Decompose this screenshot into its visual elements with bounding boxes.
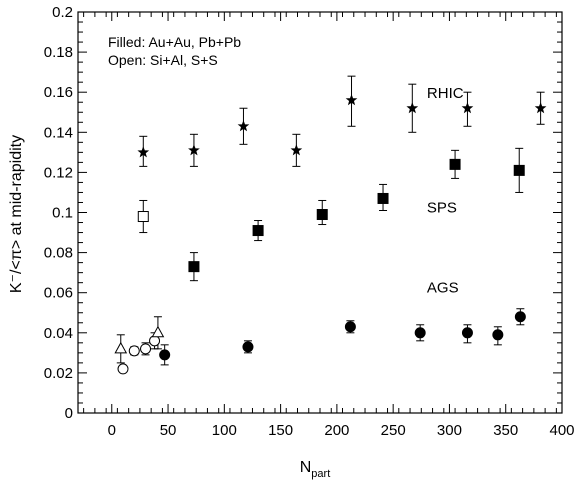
data-point-star bbox=[290, 144, 303, 156]
data-point-star bbox=[137, 146, 150, 158]
data-point-circle bbox=[461, 327, 473, 339]
x-tick-label: 100 bbox=[212, 422, 237, 439]
x-tick-label: 250 bbox=[381, 422, 406, 439]
data-point-triangle bbox=[114, 341, 128, 354]
data-point-star bbox=[534, 102, 547, 114]
data-point-circle bbox=[242, 341, 254, 353]
y-tick-label: 0.12 bbox=[44, 164, 73, 181]
error-bars bbox=[116, 75, 545, 372]
data-point-circle bbox=[344, 321, 356, 333]
data-point-star bbox=[237, 120, 250, 132]
x-axis-title-subscript: part bbox=[311, 468, 330, 480]
y-tick-label: 0.1 bbox=[52, 205, 73, 222]
x-axis-title: Npart bbox=[300, 459, 331, 480]
data-point-circle bbox=[117, 363, 129, 375]
y-tick-label: 0.06 bbox=[44, 285, 73, 302]
y-tick-label: 0.04 bbox=[44, 325, 73, 342]
legend-line-filled: Filled: Au+Au, Pb+Pb bbox=[108, 34, 241, 50]
legend-line-open: Open: Si+Al, S+S bbox=[108, 52, 218, 68]
data-point-circle bbox=[128, 345, 140, 357]
x-tick-label: 0 bbox=[108, 422, 116, 439]
data-point-star bbox=[406, 102, 419, 114]
data-point-triangle bbox=[151, 325, 165, 338]
chart-labels: Filled: Au+Au, Pb+Pb Open: Si+Al, S+S RH… bbox=[8, 34, 464, 480]
data-point-circle bbox=[492, 329, 504, 341]
region-label-ags: AGS bbox=[427, 280, 459, 297]
region-label-rhic: RHIC bbox=[427, 85, 464, 102]
region-label-sps: SPS bbox=[427, 200, 457, 217]
data-point-square bbox=[377, 192, 389, 204]
x-tick-label: 400 bbox=[549, 422, 574, 439]
y-tick-label: 0.14 bbox=[44, 124, 73, 141]
y-tick-label: 0.2 bbox=[52, 4, 73, 21]
axis-ticks: 0 50 100 150 200 250 300 350 400 0 0.02 0.04 0.06 0.0… bbox=[44, 4, 575, 439]
data-point-circle bbox=[149, 335, 161, 347]
data-point-circle bbox=[414, 327, 426, 339]
data-point-circle bbox=[140, 343, 152, 355]
x-tick-label: 150 bbox=[268, 422, 293, 439]
data-point-square bbox=[188, 261, 200, 273]
data-point-circle bbox=[514, 311, 526, 323]
x-tick-label: 300 bbox=[437, 422, 462, 439]
y-tick-label: 0.16 bbox=[44, 84, 73, 101]
data-point-square bbox=[449, 158, 461, 170]
data-point-star bbox=[345, 94, 358, 106]
data-point-square bbox=[513, 164, 525, 176]
y-tick-label: 0 bbox=[65, 405, 73, 422]
data-markers bbox=[114, 94, 547, 375]
x-tick-label: 200 bbox=[324, 422, 349, 439]
data-point-square bbox=[137, 211, 149, 223]
x-tick-label: 350 bbox=[493, 422, 518, 439]
y-axis-title: K⁻/<π> at mid-rapidity bbox=[8, 135, 25, 293]
data-point-star bbox=[461, 102, 474, 114]
x-tick-label: 50 bbox=[160, 422, 177, 439]
y-tick-label: 0.02 bbox=[44, 365, 73, 382]
data-point-star bbox=[188, 144, 200, 156]
y-tick-label: 0.08 bbox=[44, 245, 73, 262]
y-tick-label: 0.18 bbox=[44, 44, 73, 61]
x-axis-title-main: N bbox=[300, 459, 312, 476]
data-point-circle bbox=[159, 349, 171, 361]
data-point-square bbox=[252, 225, 264, 237]
data-point-square bbox=[316, 209, 328, 221]
